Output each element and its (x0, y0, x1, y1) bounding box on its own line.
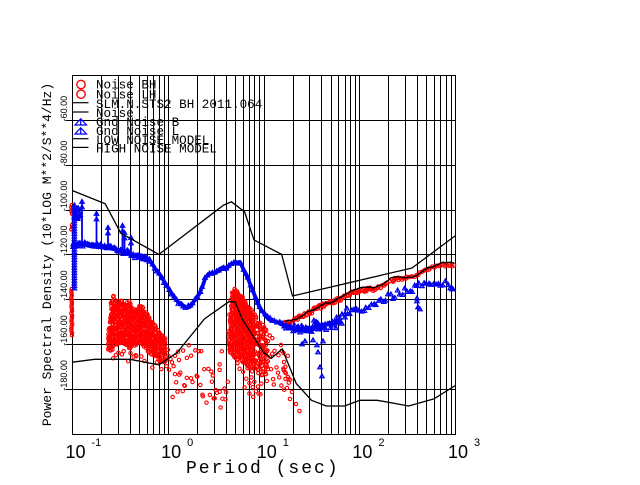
svg-text:10: 10 (448, 442, 468, 462)
svg-text:-160.00: -160.00 (59, 315, 69, 346)
svg-text:SLM.N.STS2 BH 2011.064: SLM.N.STS2 BH 2011.064 (96, 98, 262, 112)
svg-text:10: 10 (161, 442, 181, 462)
svg-text:1: 1 (283, 437, 289, 449)
svg-text:10: 10 (66, 442, 86, 462)
svg-text:LOW NOISE MODEL: LOW NOISE MODEL (96, 134, 209, 148)
svg-text:Power Spectral Density (10*LOG: Power Spectral Density (10*LOG M**2/S**4… (40, 83, 55, 426)
svg-text:Noise: Noise (96, 107, 134, 121)
svg-text:Gnd Noise L: Gnd Noise L (96, 125, 179, 139)
svg-text:-140.00: -140.00 (59, 270, 69, 301)
svg-text:HIGH NOISE MODEL: HIGH NOISE MODEL (96, 143, 217, 157)
svg-text:0: 0 (187, 437, 193, 449)
svg-text:3: 3 (474, 437, 480, 449)
svg-text:Gnd Noise B: Gnd Noise B (96, 116, 180, 130)
svg-text:Noise LH: Noise LH (96, 88, 156, 102)
svg-text:Period (sec): Period (sec) (186, 459, 340, 479)
svg-text:-1: -1 (92, 437, 102, 449)
svg-text:10: 10 (257, 442, 277, 462)
svg-text:10: 10 (352, 442, 372, 462)
svg-text:-100.00: -100.00 (59, 181, 69, 212)
svg-text:2: 2 (378, 437, 384, 449)
svg-text:-180.00: -180.00 (59, 360, 69, 391)
svg-text:-60.00: -60.00 (59, 96, 69, 122)
svg-text:-120.00: -120.00 (59, 225, 69, 256)
svg-text:-80.00: -80.00 (59, 141, 69, 167)
svg-text:Noise BH: Noise BH (96, 79, 156, 93)
